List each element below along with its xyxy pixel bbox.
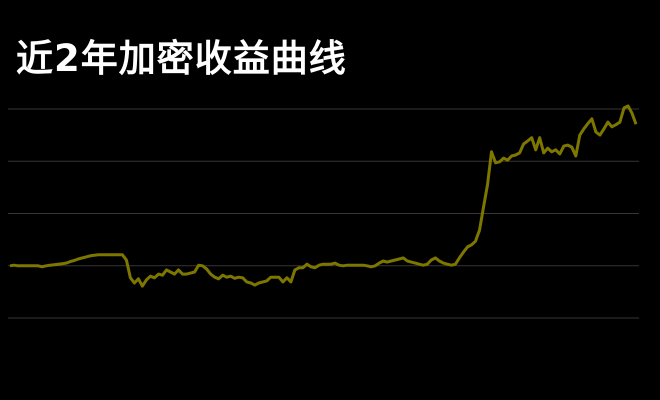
gridlines bbox=[8, 108, 639, 319]
series bbox=[9, 104, 638, 288]
chart-title: 近2年加密收益曲线 bbox=[16, 37, 347, 80]
series-line bbox=[9, 104, 638, 288]
